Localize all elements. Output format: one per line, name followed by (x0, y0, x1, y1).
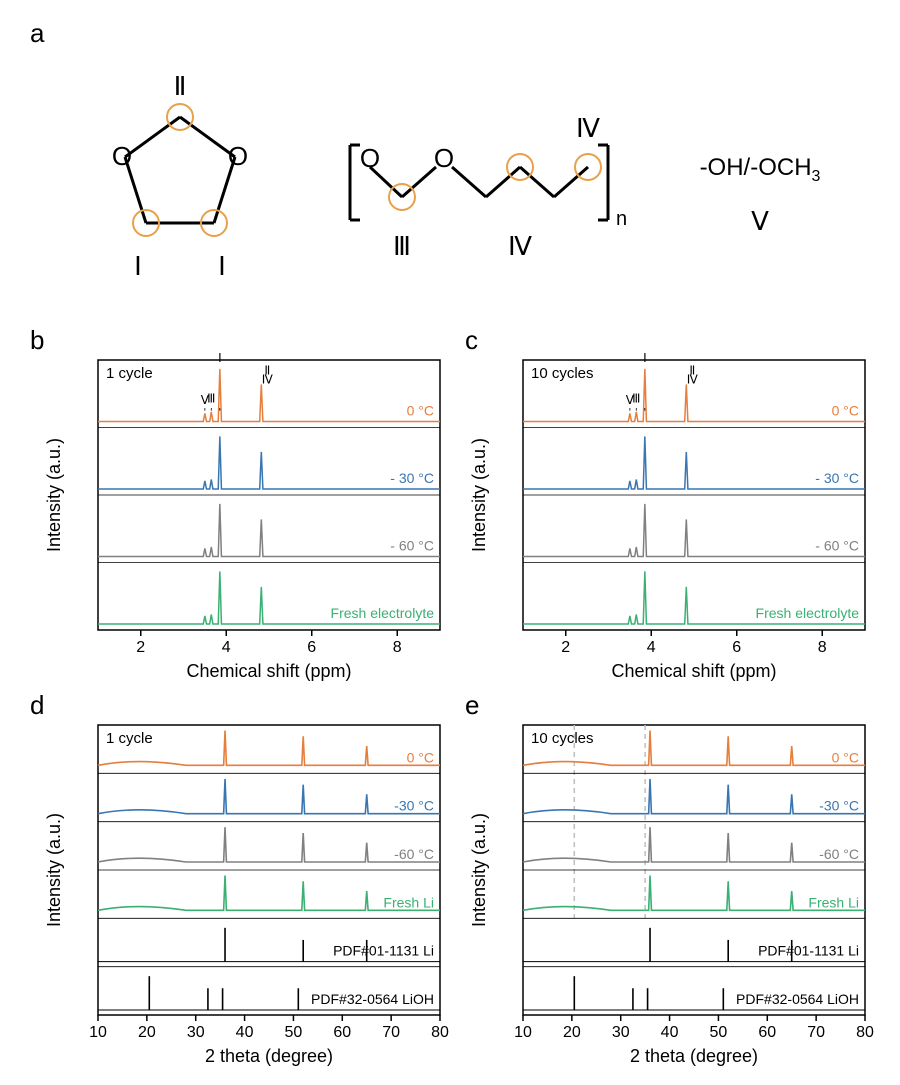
svg-text:6: 6 (307, 639, 316, 656)
svg-text:80: 80 (431, 1024, 449, 1041)
svg-text:Fresh electrolyte: Fresh electrolyte (756, 605, 860, 621)
svg-text:60: 60 (333, 1024, 351, 1041)
svg-text:1 cycle: 1 cycle (106, 730, 153, 747)
chain-label-right: Ⅳ (576, 114, 600, 143)
ring-label-left: Ⅰ (134, 252, 142, 281)
svg-text:0 °C: 0 °C (832, 749, 859, 765)
svg-text:PDF#01-1131 Li: PDF#01-1131 Li (758, 943, 859, 959)
panel-b-chart: 2 4 6 8 Chemical shift (ppm) Intensity (a.u.)… (40, 350, 450, 685)
svg-text:60: 60 (758, 1024, 776, 1041)
svg-text:O: O (434, 143, 454, 173)
svg-text:4: 4 (647, 639, 656, 656)
svg-text:O: O (360, 143, 380, 173)
svg-text:Intensity (a.u.): Intensity (a.u.) (44, 438, 64, 552)
svg-text:PDF#01-1131 Li: PDF#01-1131 Li (333, 943, 434, 959)
svg-text:2: 2 (136, 639, 145, 656)
svg-text:-30 °C: -30 °C (394, 798, 434, 814)
svg-text:1 cycle: 1 cycle (106, 365, 153, 382)
svg-text:10: 10 (514, 1024, 532, 1041)
panel-a-structures: O O Ⅱ Ⅰ Ⅰ O (60, 45, 860, 305)
svg-text:8: 8 (818, 639, 827, 656)
xrd-chart-d: 10 20 30 40 50 60 70 80 2 theta (degree) Intensit… (40, 715, 450, 1070)
svg-text:-60 °C: -60 °C (394, 846, 434, 862)
svg-text:Ⅰ: Ⅰ (218, 351, 222, 365)
svg-text:40: 40 (661, 1024, 679, 1041)
svg-text:O: O (112, 141, 132, 171)
svg-text:Intensity (a.u.): Intensity (a.u.) (44, 813, 64, 927)
svg-text:40: 40 (236, 1024, 254, 1041)
svg-text:Fresh Li: Fresh Li (383, 894, 434, 910)
svg-text:20: 20 (138, 1024, 156, 1041)
panel-d-chart: 10 20 30 40 50 60 70 80 2 theta (degree) Intensit… (40, 715, 450, 1070)
panel-c-chart: 2 4 6 8 Chemical shift (ppm) Intensity (a.u.)… (465, 350, 875, 685)
svg-text:- 60 °C: - 60 °C (390, 538, 434, 554)
svg-text:30: 30 (187, 1024, 205, 1041)
panel-label-a: a (30, 18, 44, 49)
svg-text:8: 8 (393, 639, 402, 656)
ring-label-right: Ⅰ (218, 252, 226, 281)
svg-text:70: 70 (807, 1024, 825, 1041)
svg-text:50: 50 (285, 1024, 303, 1041)
xrd-chart-e: 10 20 30 40 50 60 70 80 2 theta (degree) Intensit… (465, 715, 875, 1070)
svg-text:30: 30 (612, 1024, 630, 1041)
svg-text:0 °C: 0 °C (407, 749, 434, 765)
nmr-chart-c: 2 4 6 8 Chemical shift (ppm) Intensity (a.u.)… (465, 350, 875, 685)
svg-text:- 60 °C: - 60 °C (815, 538, 859, 554)
svg-text:Intensity (a.u.): Intensity (a.u.) (469, 438, 489, 552)
svg-text:70: 70 (382, 1024, 400, 1041)
svg-text:Chemical shift (ppm): Chemical shift (ppm) (186, 661, 351, 681)
svg-text:2: 2 (561, 639, 570, 656)
chain-label-left: Ⅲ (393, 232, 411, 261)
svg-text:Ⅲ: Ⅲ (632, 392, 640, 406)
svg-text:2 theta (degree): 2 theta (degree) (205, 1046, 333, 1066)
svg-text:- 30 °C: - 30 °C (815, 470, 859, 486)
svg-text:PDF#32-0564 LiOH: PDF#32-0564 LiOH (736, 991, 859, 1007)
svg-text:-60 °C: -60 °C (819, 846, 859, 862)
svg-text:10 cycles: 10 cycles (531, 730, 594, 747)
chain-label-mid: Ⅳ (508, 232, 532, 261)
svg-text:Chemical shift (ppm): Chemical shift (ppm) (611, 661, 776, 681)
end-group-bottom: Ⅴ (751, 207, 769, 236)
end-group-top: -OH/-OCH (700, 154, 812, 181)
svg-text:-30 °C: -30 °C (819, 798, 859, 814)
svg-text:Fresh Li: Fresh Li (808, 894, 859, 910)
svg-text:- 30 °C: - 30 °C (390, 470, 434, 486)
svg-text:Ⅳ: Ⅳ (687, 373, 698, 387)
svg-text:Ⅳ: Ⅳ (262, 373, 273, 387)
svg-text:50: 50 (710, 1024, 728, 1041)
svg-text:10 cycles: 10 cycles (531, 365, 594, 382)
svg-text:PDF#32-0564 LiOH: PDF#32-0564 LiOH (311, 991, 434, 1007)
svg-text:0 °C: 0 °C (832, 403, 859, 419)
svg-text:Fresh electrolyte: Fresh electrolyte (331, 605, 435, 621)
svg-text:O: O (228, 141, 248, 171)
svg-text:20: 20 (563, 1024, 581, 1041)
svg-text:0 °C: 0 °C (407, 403, 434, 419)
panel-e-chart: 10 20 30 40 50 60 70 80 2 theta (degree) Intensit… (465, 715, 875, 1070)
nmr-chart-b: 2 4 6 8 Chemical shift (ppm) Intensity (a.u.)… (40, 350, 450, 685)
chain-n: n (616, 208, 627, 230)
svg-text:4: 4 (222, 639, 231, 656)
svg-text:10: 10 (89, 1024, 107, 1041)
svg-text:Intensity (a.u.): Intensity (a.u.) (469, 813, 489, 927)
svg-text:-OH/-OCH3: -OH/-OCH3 (700, 154, 821, 185)
svg-text:80: 80 (856, 1024, 874, 1041)
svg-text:6: 6 (732, 639, 741, 656)
svg-text:Ⅲ: Ⅲ (207, 392, 215, 406)
svg-text:2 theta (degree): 2 theta (degree) (630, 1046, 758, 1066)
ring-label-top: Ⅱ (174, 72, 187, 101)
svg-text:Ⅰ: Ⅰ (643, 351, 647, 365)
